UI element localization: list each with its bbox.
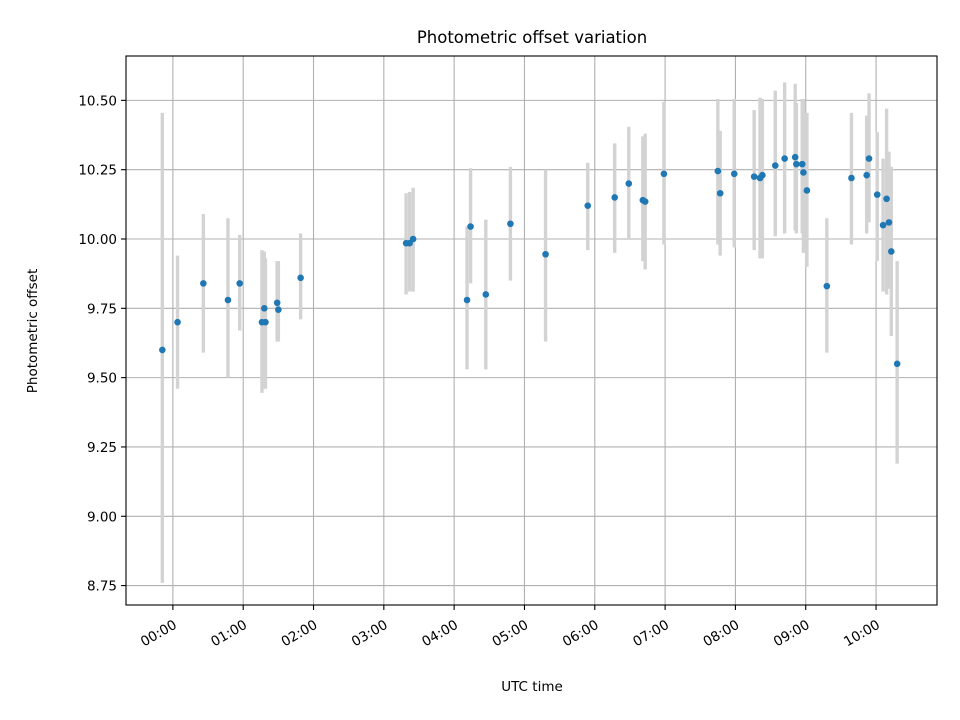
data-point xyxy=(730,170,738,178)
data-point xyxy=(793,160,800,168)
y-tick-label: 9.00 xyxy=(87,509,117,525)
data-point xyxy=(848,174,855,182)
data-point xyxy=(771,162,779,169)
data-point xyxy=(159,346,166,354)
y-tick-label: 9.25 xyxy=(87,440,117,456)
data-point xyxy=(893,360,901,368)
y-axis-label: Photometric offset xyxy=(25,269,41,393)
data-point xyxy=(714,167,722,175)
data-point xyxy=(791,153,799,161)
data-point xyxy=(759,171,766,179)
data-point xyxy=(865,155,873,162)
data-point xyxy=(174,318,181,326)
data-point xyxy=(823,282,831,290)
data-points xyxy=(159,153,901,368)
data-point xyxy=(798,160,806,168)
data-point xyxy=(803,187,811,194)
data-point xyxy=(863,171,870,179)
data-point xyxy=(887,248,895,255)
data-point xyxy=(584,202,592,210)
data-point xyxy=(873,191,881,198)
data-point xyxy=(200,280,207,287)
data-point xyxy=(885,219,893,226)
data-point xyxy=(800,169,807,176)
data-point xyxy=(463,296,471,304)
data-point xyxy=(542,250,549,258)
y-tick-label: 9.75 xyxy=(87,301,117,317)
data-point xyxy=(660,170,668,178)
data-point xyxy=(781,155,788,162)
data-point xyxy=(260,305,268,312)
y-tick-label: 10.00 xyxy=(78,232,117,248)
data-point xyxy=(273,299,281,307)
data-point xyxy=(507,220,514,228)
data-point xyxy=(275,306,282,314)
data-point xyxy=(883,195,890,203)
data-point xyxy=(409,235,417,243)
data-point xyxy=(236,280,243,287)
data-point xyxy=(611,194,619,201)
y-tick-label: 10.50 xyxy=(78,93,117,109)
data-point xyxy=(262,318,269,326)
data-point xyxy=(641,198,649,205)
y-tick-label: 8.75 xyxy=(87,579,117,595)
data-point xyxy=(467,223,474,230)
data-point xyxy=(482,291,490,298)
data-point xyxy=(224,296,232,304)
y-tick-label: 9.50 xyxy=(87,371,117,387)
y-tick-label: 10.25 xyxy=(78,163,117,179)
data-point xyxy=(750,173,758,180)
x-axis-label: UTC time xyxy=(501,679,563,695)
data-point xyxy=(879,221,887,229)
data-point xyxy=(625,180,633,187)
data-point xyxy=(716,189,724,197)
plot-frame xyxy=(125,55,938,606)
data-point xyxy=(297,274,304,282)
chart-title: Photometric offset variation xyxy=(417,28,647,47)
